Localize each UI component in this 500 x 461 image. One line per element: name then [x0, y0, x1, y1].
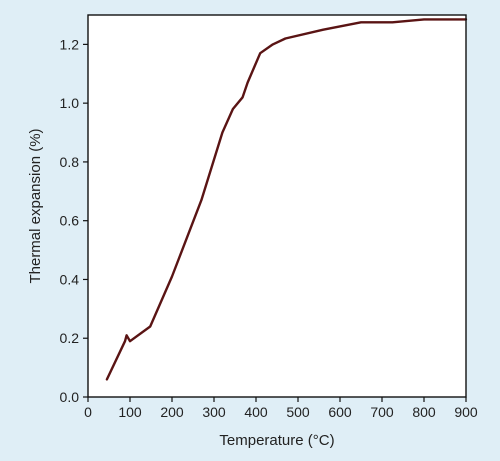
- data-point: [246, 81, 249, 84]
- data-point: [322, 28, 325, 31]
- data-point: [391, 21, 394, 24]
- x-tick-label: 400: [244, 404, 268, 420]
- series-layer: [105, 18, 468, 381]
- y-tick-label: 1.2: [60, 36, 80, 52]
- x-axis-title: Temperature (°C): [219, 432, 334, 449]
- data-point: [106, 378, 108, 381]
- x-tick-label: 500: [286, 404, 310, 420]
- y-tick-label: 0.2: [60, 330, 80, 346]
- x-axis-ticks: 0 100 200 300 400 500 600 700 800 900: [84, 397, 478, 420]
- y-tick-label: 0.8: [60, 154, 80, 170]
- x-tick-label: 600: [328, 404, 352, 420]
- y-tick-label: 0.6: [60, 213, 80, 229]
- x-tick-label: 300: [202, 404, 226, 420]
- data-point: [241, 96, 244, 99]
- data-point: [259, 52, 262, 54]
- y-axis-title: Thermal expansion (%): [27, 128, 44, 283]
- data-point: [200, 199, 203, 201]
- y-axis-ticks: 0.0 0.2 0.4 0.6 0.8 1.0 1.2: [60, 36, 88, 405]
- y-tick-label: 0.4: [60, 271, 80, 287]
- x-tick-label: 100: [118, 404, 142, 420]
- data-point: [171, 275, 173, 278]
- plot-area: [88, 15, 466, 397]
- y-tick-label: 1.0: [60, 95, 80, 111]
- data-point: [129, 340, 131, 343]
- x-tick-label: 200: [160, 404, 184, 420]
- data-point: [423, 18, 425, 21]
- data-point: [272, 43, 274, 46]
- x-tick-label: 0: [84, 404, 92, 420]
- data-point: [125, 334, 128, 337]
- x-tick-label: 900: [454, 404, 478, 420]
- y-tick-label: 0.0: [60, 389, 80, 405]
- x-tick-label: 700: [370, 404, 394, 420]
- data-point: [232, 108, 234, 110]
- data-point: [124, 340, 126, 343]
- data-point: [221, 131, 224, 134]
- x-tick-label: 800: [412, 404, 436, 420]
- data-point: [149, 325, 151, 328]
- axes-layer: [87, 14, 467, 398]
- data-point: [284, 37, 287, 40]
- plot-frame: [87, 14, 467, 398]
- data-point: [360, 21, 362, 24]
